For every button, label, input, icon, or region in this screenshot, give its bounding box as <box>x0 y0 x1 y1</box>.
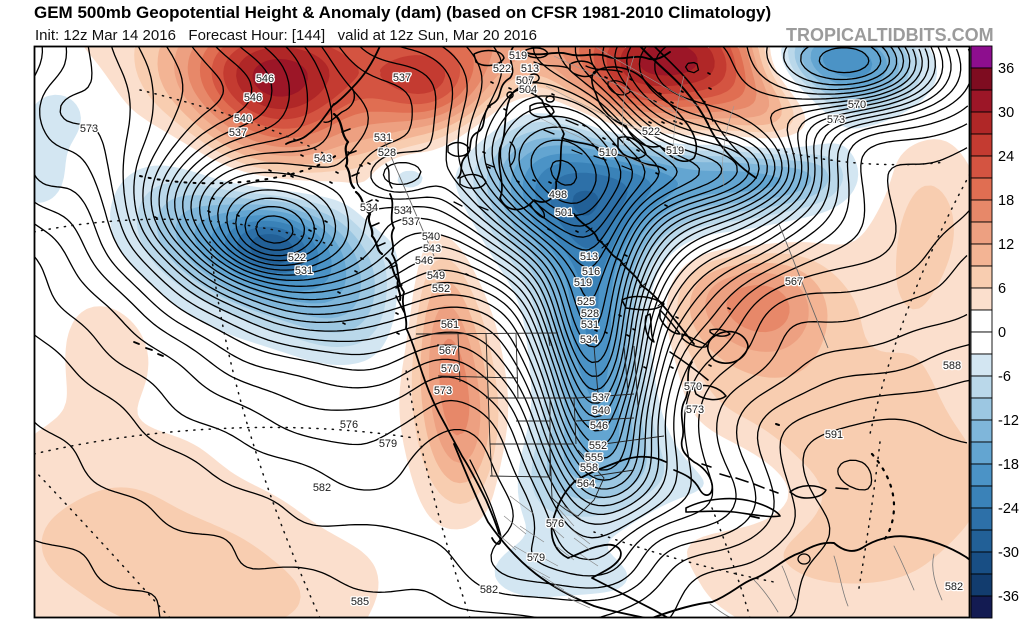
svg-text:573: 573 <box>80 123 98 135</box>
svg-text:534: 534 <box>580 334 598 346</box>
svg-text:582: 582 <box>313 482 331 494</box>
svg-text:558: 558 <box>580 462 598 474</box>
svg-text:537: 537 <box>229 127 247 139</box>
svg-text:507: 507 <box>516 75 534 87</box>
svg-text:522: 522 <box>493 63 511 75</box>
svg-text:576: 576 <box>340 419 358 431</box>
svg-text:525: 525 <box>577 296 595 308</box>
svg-text:18: 18 <box>998 193 1014 209</box>
svg-text:567: 567 <box>439 345 457 357</box>
svg-text:588: 588 <box>943 360 961 372</box>
svg-text:552: 552 <box>589 440 607 452</box>
svg-text:-12: -12 <box>998 413 1019 429</box>
svg-text:537: 537 <box>592 392 610 404</box>
svg-text:6: 6 <box>998 281 1006 297</box>
svg-text:570: 570 <box>848 99 866 111</box>
svg-text:531: 531 <box>581 319 599 331</box>
svg-text:591: 591 <box>825 429 843 441</box>
svg-text:24: 24 <box>998 149 1014 165</box>
svg-text:540: 540 <box>234 113 252 125</box>
svg-text:579: 579 <box>379 438 397 450</box>
svg-text:519: 519 <box>574 277 592 289</box>
svg-text:555: 555 <box>585 452 603 464</box>
svg-text:573: 573 <box>686 404 704 416</box>
svg-text:576: 576 <box>546 518 564 530</box>
svg-text:561: 561 <box>441 319 459 331</box>
svg-text:582: 582 <box>480 584 498 596</box>
svg-text:0: 0 <box>998 325 1006 341</box>
svg-text:516: 516 <box>582 266 600 278</box>
svg-text:540: 540 <box>422 231 440 243</box>
svg-text:522: 522 <box>642 126 660 138</box>
svg-text:585: 585 <box>351 596 369 608</box>
svg-text:546: 546 <box>244 92 262 104</box>
svg-text:-6: -6 <box>998 369 1011 385</box>
svg-text:519: 519 <box>666 145 684 157</box>
svg-text:513: 513 <box>580 251 598 263</box>
svg-text:546: 546 <box>256 73 274 85</box>
svg-text:573: 573 <box>827 114 845 126</box>
svg-text:573: 573 <box>434 385 452 397</box>
svg-text:12: 12 <box>998 237 1014 253</box>
svg-text:504: 504 <box>519 84 537 96</box>
svg-text:543: 543 <box>314 153 332 165</box>
svg-text:564: 564 <box>577 478 595 490</box>
svg-text:546: 546 <box>590 420 608 432</box>
svg-text:-18: -18 <box>998 457 1019 473</box>
svg-text:570: 570 <box>441 363 459 375</box>
svg-text:537: 537 <box>402 216 420 228</box>
svg-text:501: 501 <box>555 207 573 219</box>
svg-text:531: 531 <box>374 132 392 144</box>
svg-text:30: 30 <box>998 105 1014 121</box>
svg-text:543: 543 <box>423 243 441 255</box>
svg-text:528: 528 <box>581 308 599 320</box>
svg-text:510: 510 <box>599 147 617 159</box>
svg-text:36: 36 <box>998 61 1014 77</box>
svg-text:498: 498 <box>549 189 567 201</box>
svg-text:552: 552 <box>432 283 450 295</box>
svg-text:546: 546 <box>415 255 433 267</box>
svg-text:528: 528 <box>378 147 396 159</box>
svg-text:513: 513 <box>521 63 539 75</box>
svg-text:-36: -36 <box>998 589 1019 605</box>
svg-text:579: 579 <box>527 552 545 564</box>
svg-text:-30: -30 <box>998 545 1019 561</box>
svg-text:567: 567 <box>785 276 803 288</box>
svg-text:-24: -24 <box>998 501 1019 517</box>
svg-text:549: 549 <box>427 270 445 282</box>
svg-text:582: 582 <box>945 581 963 593</box>
svg-text:522: 522 <box>288 252 306 264</box>
svg-text:534: 534 <box>394 205 412 217</box>
svg-text:570: 570 <box>684 381 702 393</box>
svg-text:534: 534 <box>360 202 378 214</box>
svg-text:519: 519 <box>509 50 527 62</box>
svg-text:540: 540 <box>592 405 610 417</box>
svg-text:531: 531 <box>295 265 313 277</box>
svg-text:537: 537 <box>393 72 411 84</box>
